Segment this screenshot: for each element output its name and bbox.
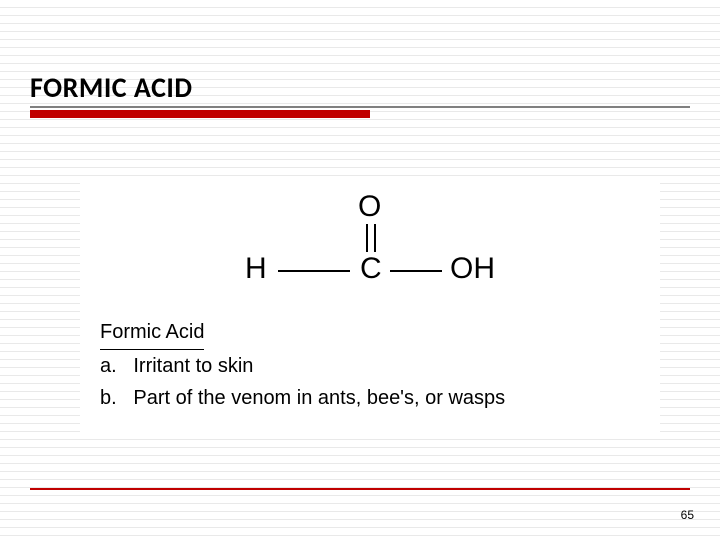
list-text: Part of the venom in ants, bee's, or was… <box>133 387 505 409</box>
bond-double-left <box>366 224 368 252</box>
bond-c-oh <box>390 270 442 272</box>
slide-container: FORMIC ACID O H C OH Formic Acid a. Irri… <box>0 0 720 540</box>
subtitle: Formic Acid <box>100 316 204 350</box>
list-marker: b. <box>100 387 117 409</box>
atom-c: C <box>360 252 382 286</box>
title-underline <box>30 106 690 108</box>
notes-list: a. Irritant to skin b. Part of the venom… <box>100 350 640 414</box>
list-text: Irritant to skin <box>133 355 253 377</box>
content-area: O H C OH Formic Acid a. Irritant to skin… <box>80 180 660 434</box>
page-number: 65 <box>681 508 694 522</box>
list-marker: a. <box>100 355 117 377</box>
atom-h: H <box>245 252 267 286</box>
accent-bar <box>30 110 370 118</box>
bottom-rule <box>30 488 690 490</box>
list-item: b. Part of the venom in ants, bee's, or … <box>100 382 640 414</box>
list-item: a. Irritant to skin <box>100 350 640 382</box>
atom-oh: OH <box>450 252 495 286</box>
bond-h-c <box>278 270 350 272</box>
chemical-structure: O H C OH <box>100 190 640 310</box>
bond-double-right <box>374 224 376 252</box>
content-text: Formic Acid a. Irritant to skin b. Part … <box>100 316 640 414</box>
atom-o-top: O <box>358 190 381 224</box>
slide-title: FORMIC ACID <box>30 70 193 105</box>
